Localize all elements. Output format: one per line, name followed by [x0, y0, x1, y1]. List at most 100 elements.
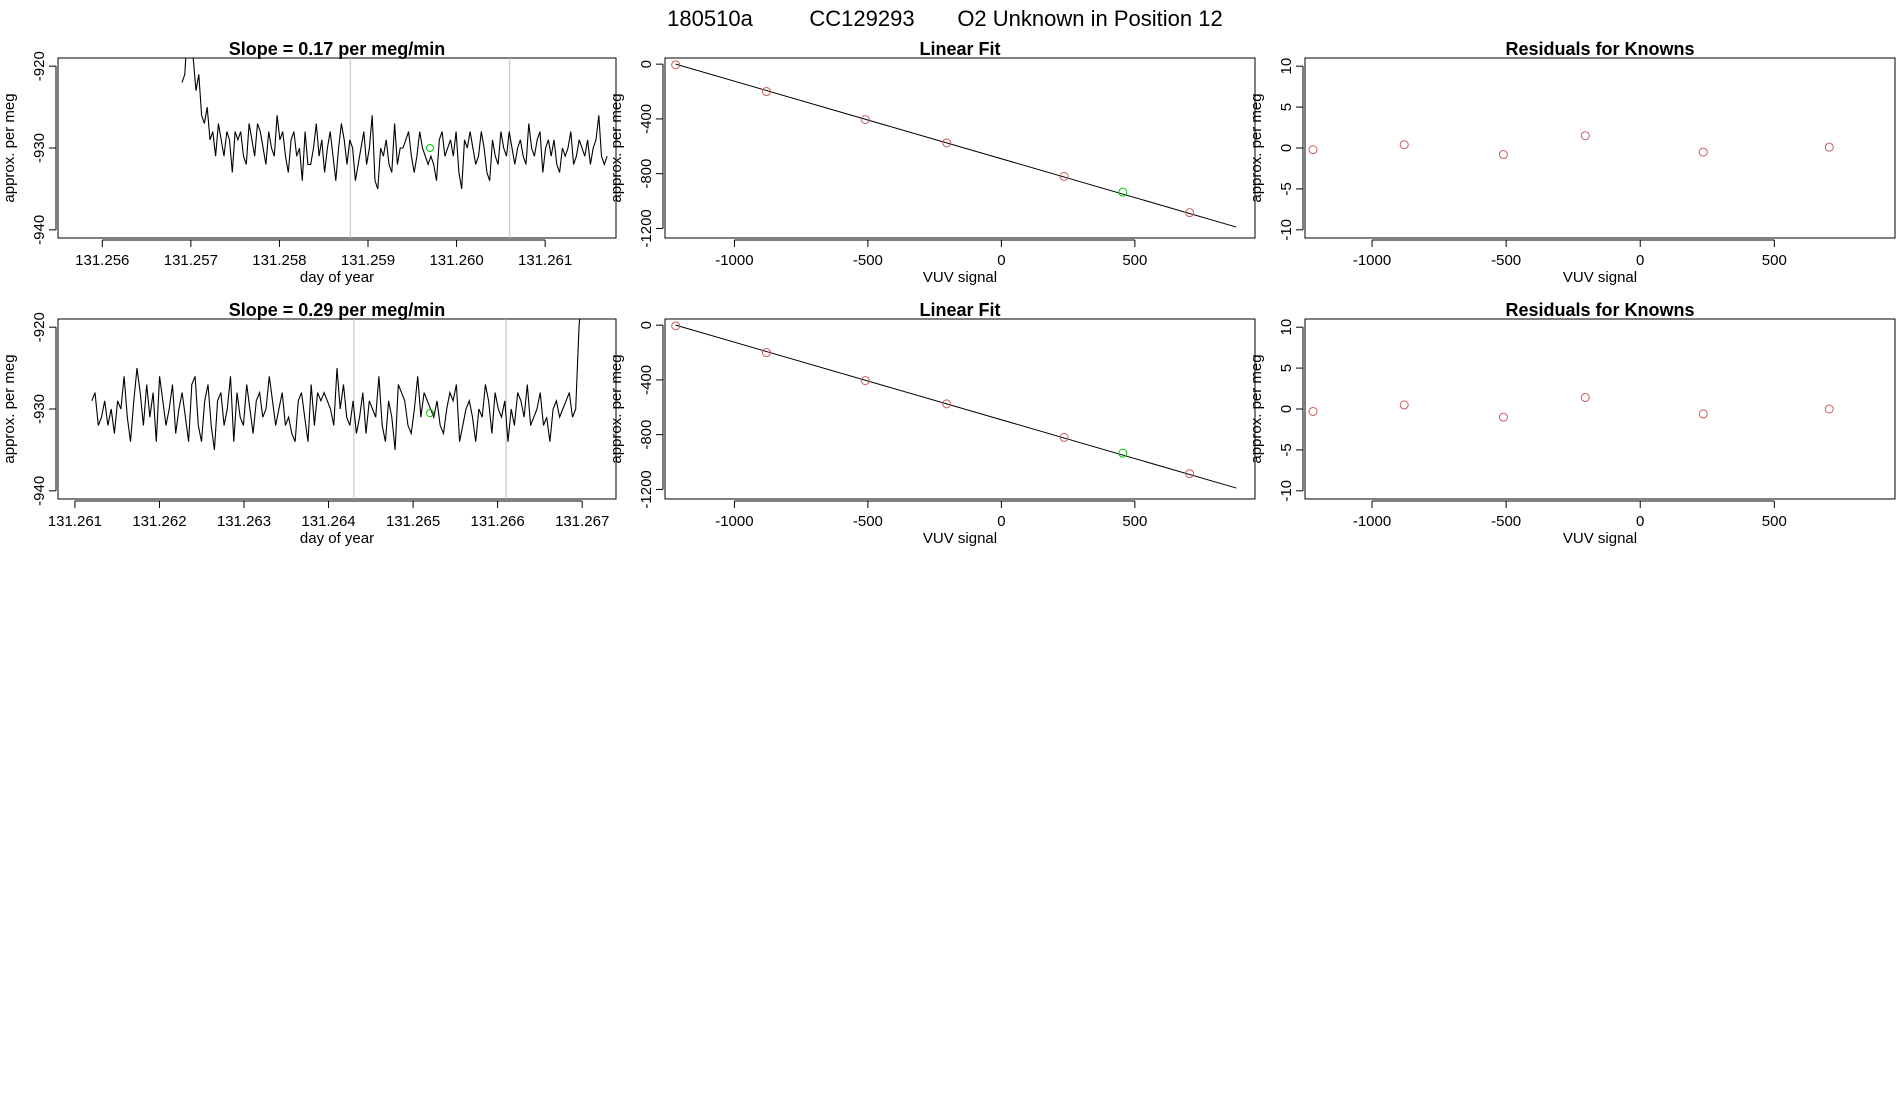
- x-tick-label: -1000: [1353, 513, 1391, 530]
- known-point: [860, 376, 870, 386]
- known-point: [1399, 140, 1409, 150]
- known-point: [1308, 406, 1318, 416]
- y-tick-label: -940: [31, 476, 48, 506]
- panel-title: Slope = 0.17 per meg/min: [229, 39, 446, 59]
- known-point: [1185, 469, 1195, 479]
- y-tick-label: -400: [638, 365, 655, 395]
- known-point: [860, 115, 870, 125]
- known-point: [942, 399, 952, 409]
- y-axis-label: approx. per meg: [1248, 93, 1265, 202]
- x-tick-label: 131.263: [217, 513, 271, 530]
- fit-line: [675, 63, 1237, 228]
- y-tick-label: -1200: [638, 209, 655, 247]
- y-axis-label: approx. per meg: [608, 93, 625, 202]
- plot-frame: [664, 57, 1256, 239]
- known-point: [1059, 171, 1069, 181]
- known-point: [1399, 400, 1409, 410]
- panels: Slope = 0.17 per meg/min 131.256 131.257 13…: [1, 39, 1896, 547]
- y-tick-label: -920: [31, 312, 48, 342]
- x-tick-label: 500: [1122, 513, 1147, 530]
- known-point: [761, 87, 771, 97]
- y-tick-label: -10: [1278, 480, 1295, 502]
- known-point: [1580, 393, 1590, 403]
- plot-area: [1308, 131, 1834, 160]
- x-tick-label: 131.267: [555, 513, 609, 530]
- y-tick-label: 0: [638, 60, 655, 68]
- x-axis-label: day of year: [300, 269, 374, 286]
- plot-area: [671, 321, 1237, 489]
- y-tick-label: -5: [1278, 182, 1295, 195]
- unknown-marker: [426, 409, 434, 418]
- y-tick-label: -1200: [638, 470, 655, 508]
- x-tick-label: 0: [997, 252, 1005, 269]
- y-tick-label: -5: [1278, 443, 1295, 456]
- x-tick-label: 131.258: [252, 252, 306, 269]
- y-tick-label: -920: [31, 51, 48, 81]
- plot-area: [1308, 393, 1834, 422]
- fit-line: [675, 324, 1237, 489]
- known-point: [1824, 404, 1834, 414]
- x-axis-label: day of year: [300, 530, 374, 547]
- panel-title: Slope = 0.29 per meg/min: [229, 300, 446, 320]
- x-tick-label: -1000: [715, 252, 753, 269]
- figure-title-cylinder: CC129293: [809, 6, 914, 31]
- known-point: [1580, 131, 1590, 141]
- y-tick-label: -800: [638, 159, 655, 189]
- panel-ts2: Slope = 0.29 per meg/min 131.261 131.262 13…: [1, 300, 617, 547]
- panel-title: Linear Fit: [919, 300, 1000, 320]
- x-tick-label: 500: [1122, 252, 1147, 269]
- y-axis-label: approx. per meg: [1, 93, 18, 202]
- panel-title: Residuals for Knowns: [1505, 300, 1694, 320]
- y-tick-label: -930: [31, 133, 48, 163]
- x-tick-label: -1000: [715, 513, 753, 530]
- known-point: [1308, 145, 1318, 155]
- y-tick-label: 0: [1278, 405, 1295, 413]
- known-point: [1498, 412, 1508, 422]
- known-point: [1698, 147, 1708, 157]
- y-axis-label: approx. per meg: [1248, 354, 1265, 463]
- plot-area: [91, 319, 581, 499]
- x-tick-label: 131.264: [301, 513, 355, 530]
- x-tick-label: 131.261: [48, 513, 102, 530]
- y-tick-label: 0: [638, 321, 655, 329]
- x-tick-label: -500: [853, 252, 883, 269]
- x-tick-label: 0: [1636, 252, 1644, 269]
- y-tick-label: -940: [31, 215, 48, 245]
- x-tick-label: 131.262: [132, 513, 186, 530]
- known-point: [761, 348, 771, 358]
- x-axis-label: VUV signal: [1563, 269, 1637, 286]
- x-tick-label: 131.261: [518, 252, 572, 269]
- x-axis-label: VUV signal: [923, 269, 997, 286]
- x-tick-label: 131.256: [75, 252, 129, 269]
- figure-title-description: O2 Unknown in Position 12: [957, 6, 1222, 31]
- plot-area: [671, 60, 1237, 228]
- known-point: [1824, 142, 1834, 152]
- unknown-point: [1118, 187, 1128, 197]
- known-point: [1498, 150, 1508, 160]
- panel-rs1: Residuals for Knowns -1000 -500 0 500 VUV sig…: [1248, 39, 1896, 286]
- unknown-point: [1118, 448, 1128, 458]
- y-tick-label: 0: [1278, 144, 1295, 152]
- plot-frame: [57, 318, 617, 500]
- x-tick-label: 0: [1636, 513, 1644, 530]
- x-tick-label: -1000: [1353, 252, 1391, 269]
- x-tick-label: 500: [1762, 252, 1787, 269]
- plot-frame: [1304, 57, 1896, 239]
- y-tick-label: 5: [1278, 103, 1295, 111]
- series-line: [181, 58, 608, 190]
- y-tick-label: 10: [1278, 319, 1295, 336]
- x-axis-label: VUV signal: [923, 530, 997, 547]
- known-point: [1059, 432, 1069, 442]
- plot-frame: [1304, 318, 1896, 500]
- panel-title: Residuals for Knowns: [1505, 39, 1694, 59]
- figure-title-run: 180510a: [667, 6, 753, 31]
- known-point: [1698, 409, 1708, 419]
- x-tick-label: 131.265: [386, 513, 440, 530]
- plot-area: [181, 58, 608, 238]
- y-tick-label: 10: [1278, 58, 1295, 75]
- series-line: [91, 319, 581, 450]
- x-tick-label: -500: [1491, 252, 1521, 269]
